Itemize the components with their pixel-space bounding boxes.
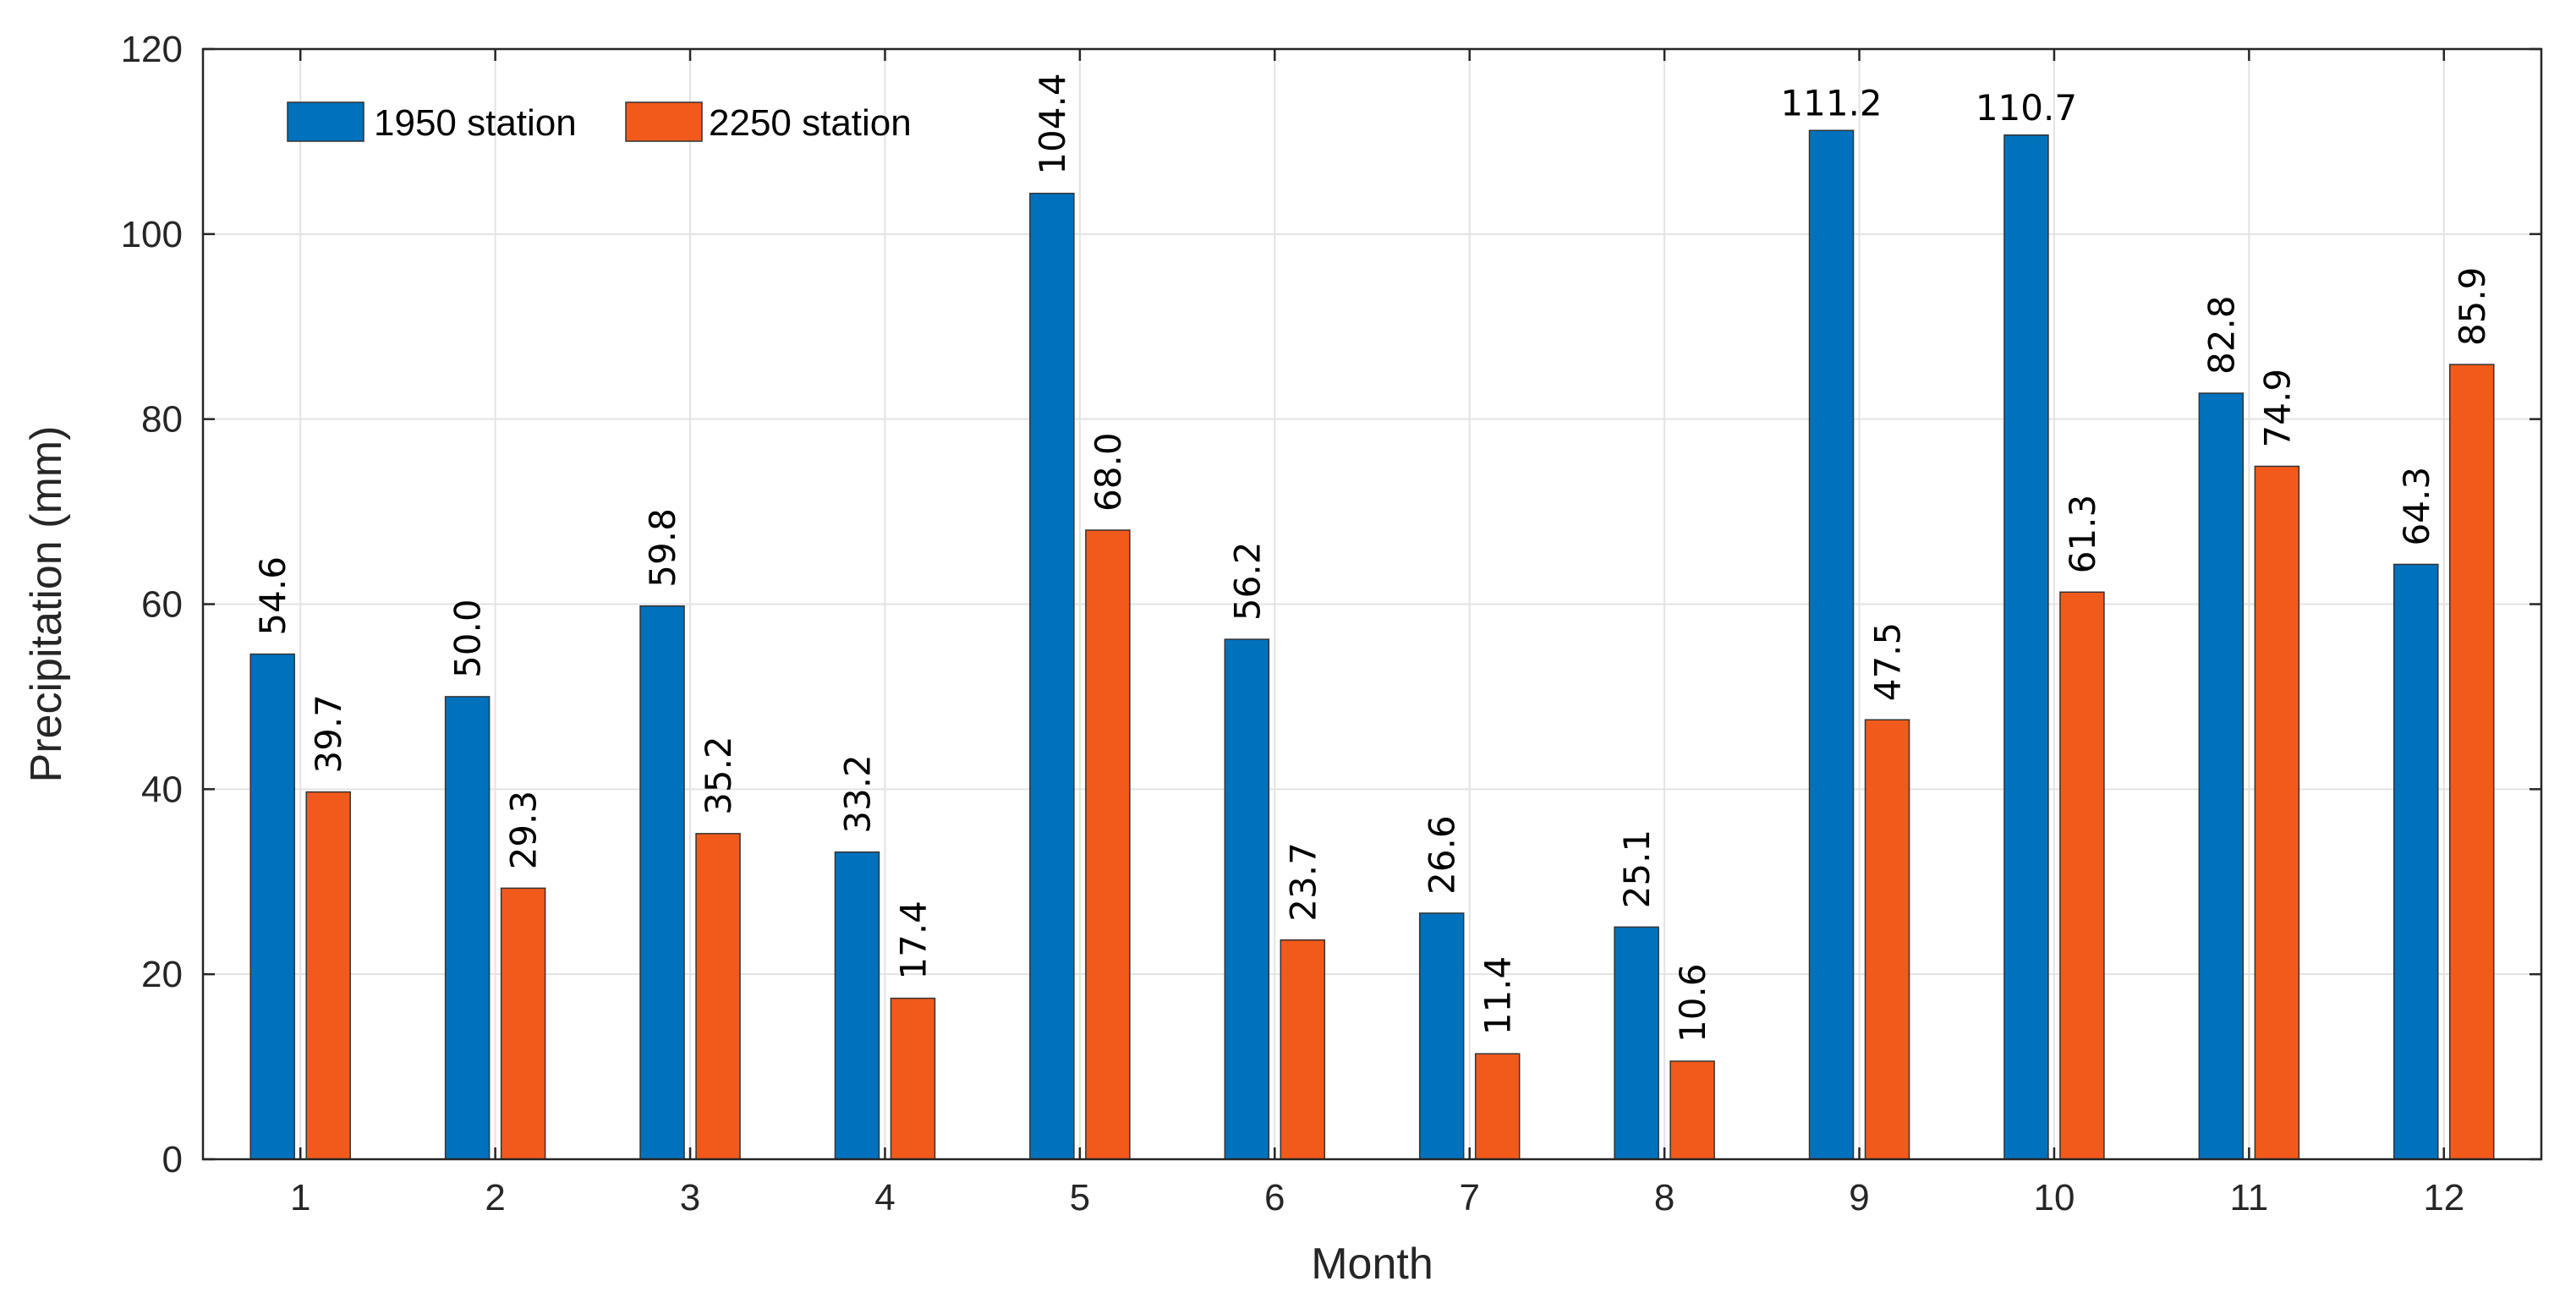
bar-2250-station-month-7	[1474, 1053, 1521, 1160]
x-tick-label: 11	[2230, 1177, 2269, 1218]
y-tick-label: 80	[141, 399, 183, 441]
bar-1950-station-month-9	[1808, 129, 1855, 1160]
bar-1950-station-month-5	[1029, 192, 1075, 1160]
bars	[249, 129, 2495, 1160]
data-label-2250-station-month-3: 35.2	[698, 736, 739, 815]
data-label-1950-station-month-1: 54.6	[252, 556, 293, 636]
bar-2250-station-month-1	[305, 791, 351, 1160]
data-label-2250-station-month-10: 61.3	[2062, 495, 2103, 574]
x-tick-label: 10	[2033, 1177, 2075, 1218]
bar-1950-station-month-7	[1418, 912, 1465, 1160]
x-tick-label: 8	[1654, 1177, 1674, 1218]
bar-2250-station-month-8	[1669, 1060, 1715, 1160]
data-label-1950-station-month-2: 50.0	[447, 599, 489, 678]
y-axis-title: Precipitation (mm)	[22, 426, 71, 783]
legend-label-1950-station: 1950 station	[374, 102, 577, 144]
bar-2250-station-month-2	[500, 887, 546, 1160]
grid-lines	[203, 49, 2541, 1159]
x-tick-label: 4	[874, 1177, 895, 1218]
y-tick-label: 0	[162, 1139, 183, 1180]
data-label-2250-station-month-2: 29.3	[503, 791, 545, 870]
data-label-1950-station-month-8: 25.1	[1616, 829, 1658, 909]
data-label-1950-station-month-6: 56.2	[1226, 542, 1268, 621]
bar-2250-station-month-12	[2449, 364, 2495, 1160]
data-label-2250-station-month-8: 10.6	[1672, 964, 1713, 1043]
bar-2250-station-month-3	[695, 833, 741, 1160]
y-tick-label: 40	[141, 769, 183, 810]
bar-1950-station-month-3	[639, 605, 685, 1160]
data-label-2250-station-month-9: 47.5	[1867, 622, 1909, 702]
legend-label-2250-station: 2250 station	[709, 102, 912, 144]
data-label-1950-station-month-9: 111.2	[1780, 82, 1882, 123]
x-tick-label: 1	[290, 1177, 310, 1218]
bar-2250-station-month-6	[1280, 939, 1326, 1160]
bar-1950-station-month-1	[249, 653, 295, 1160]
bar-1950-station-month-6	[1224, 638, 1270, 1160]
y-tick-label: 120	[121, 29, 183, 70]
data-label-1950-station-month-3: 59.8	[642, 508, 683, 588]
bar-1950-station-month-11	[2198, 392, 2244, 1160]
x-tick-label: 6	[1264, 1177, 1285, 1218]
x-tick-label: 9	[1849, 1177, 1869, 1218]
bar-1950-station-month-4	[834, 851, 880, 1160]
data-label-1950-station-month-5: 104.4	[1032, 73, 1073, 174]
x-tick-label: 5	[1070, 1177, 1090, 1218]
legend: 1950 station 2250 station	[287, 101, 912, 144]
data-label-2250-station-month-7: 11.4	[1477, 956, 1519, 1036]
x-tick-label: 2	[485, 1177, 505, 1218]
bar-2250-station-month-10	[2059, 591, 2105, 1160]
y-tick-label: 20	[141, 954, 183, 995]
data-label-1950-station-month-7: 26.6	[1422, 815, 1463, 895]
y-tick-label: 100	[121, 214, 183, 255]
data-label-1950-station-month-10: 110.7	[1976, 87, 2077, 129]
y-tick-label: 60	[141, 584, 183, 626]
x-axis-title: Month	[1311, 1240, 1433, 1289]
bar-2250-station-month-5	[1085, 529, 1131, 1160]
x-tick-label: 3	[680, 1177, 700, 1218]
data-label-2250-station-month-12: 85.9	[2452, 267, 2493, 347]
bar-1950-station-month-8	[1614, 926, 1659, 1160]
x-tick-label: 12	[2423, 1177, 2464, 1218]
legend-swatch-2250-station	[625, 101, 703, 142]
bar-1950-station-month-12	[2393, 563, 2439, 1160]
legend-swatch-1950-station	[287, 101, 364, 142]
data-label-1950-station-month-4: 33.2	[836, 754, 878, 834]
data-label-2250-station-month-4: 17.4	[892, 901, 934, 980]
data-labels: 54.6 50.0 59.8 33.2 104.4 56.2 26.6 25.1 111.2 11…	[252, 73, 2493, 1043]
data-label-1950-station-month-12: 64.3	[2396, 467, 2437, 546]
data-label-2250-station-month-5: 68.0	[1088, 432, 1129, 512]
bar-1950-station-month-10	[2003, 134, 2049, 1160]
bar-1950-station-month-2	[444, 696, 491, 1160]
bar-2250-station-month-4	[890, 997, 936, 1160]
data-label-2250-station-month-1: 39.7	[308, 694, 349, 774]
data-label-2250-station-month-6: 23.7	[1282, 842, 1324, 922]
bar-2250-station-month-11	[2254, 465, 2300, 1160]
data-label-2250-station-month-11: 74.9	[2256, 369, 2298, 448]
bar-2250-station-month-9	[1864, 719, 1910, 1160]
x-tick-label: 7	[1459, 1177, 1479, 1218]
data-label-1950-station-month-11: 82.8	[2201, 296, 2242, 375]
